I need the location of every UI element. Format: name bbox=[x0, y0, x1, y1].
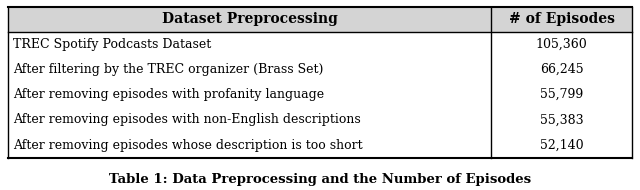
Text: 105,360: 105,360 bbox=[536, 38, 588, 51]
Text: After removing episodes with profanity language: After removing episodes with profanity l… bbox=[13, 88, 324, 101]
Text: Dataset Preprocessing: Dataset Preprocessing bbox=[162, 12, 338, 26]
Text: 66,245: 66,245 bbox=[540, 63, 584, 76]
Text: 55,383: 55,383 bbox=[540, 113, 584, 126]
Text: After removing episodes whose description is too short: After removing episodes whose descriptio… bbox=[13, 139, 363, 152]
Text: After filtering by the TREC organizer (Brass Set): After filtering by the TREC organizer (B… bbox=[13, 63, 324, 76]
Text: 52,140: 52,140 bbox=[540, 139, 584, 152]
Text: Table 1: Data Preprocessing and the Number of Episodes: Table 1: Data Preprocessing and the Numb… bbox=[109, 173, 531, 186]
Text: # of Episodes: # of Episodes bbox=[509, 12, 614, 26]
Text: 55,799: 55,799 bbox=[540, 88, 583, 101]
Text: TREC Spotify Podcasts Dataset: TREC Spotify Podcasts Dataset bbox=[13, 38, 212, 51]
Text: After removing episodes with non-English descriptions: After removing episodes with non-English… bbox=[13, 113, 361, 126]
